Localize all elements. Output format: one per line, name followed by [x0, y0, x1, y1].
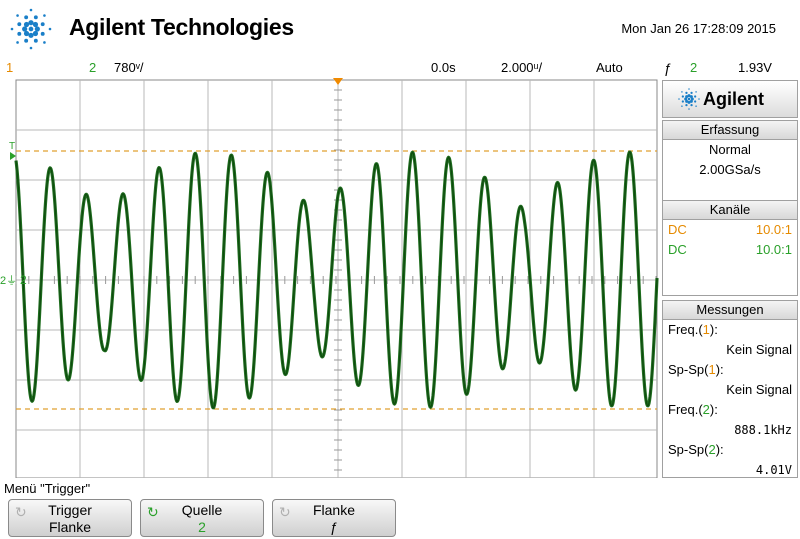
ground-icon: 2⏚ — [0, 274, 17, 287]
time-scale: 2.000ᵘ/ — [501, 60, 543, 75]
measurement-label: Sp-Sp(2): — [668, 442, 724, 457]
trigger-level-lines — [16, 150, 657, 410]
entry-knob-icon: ↻ — [147, 504, 159, 520]
trigger-position-marker — [333, 78, 343, 85]
softkey-label: Quelle — [181, 502, 223, 518]
softkey-value: ƒ — [330, 519, 338, 535]
measurement-label: Freq.(1): — [668, 322, 718, 337]
sample-rate: 2.00GSa/s — [699, 162, 761, 177]
measurement-value: 4.01V — [755, 463, 792, 477]
entry-knob-icon: ↻ — [15, 504, 27, 520]
trigger-mode: Auto — [596, 60, 623, 75]
datetime: Mon Jan 26 17:28:09 2015 — [621, 21, 776, 36]
channel-probe: 10.0:1 — [755, 242, 792, 257]
channels-title: Kanäle — [663, 201, 797, 220]
softkey-label: Flanke — [312, 502, 356, 518]
channel-probe: 10.0:1 — [755, 222, 792, 237]
softkey-2[interactable]: ↻ Quelle 2 — [140, 499, 264, 537]
channel-2-scale: 780ᵛ/ — [114, 60, 144, 75]
measurements-title: Messungen — [663, 301, 797, 320]
measurement-value: 888.1kHz — [734, 423, 792, 437]
softkey-value: 2 — [198, 519, 206, 535]
channels-box[interactable]: Kanäle DC 10.0:1 DC 10.0:1 — [662, 200, 798, 296]
channel-coupling: DC — [668, 242, 687, 257]
channel-2-label[interactable]: 2 — [89, 60, 97, 75]
softkey-1[interactable]: ↻ Trigger Flanke — [8, 499, 132, 537]
panel-brand-label: Agilent — [703, 89, 764, 109]
trigger-marker-label: T — [9, 141, 15, 152]
header: Agilent Technologies Mon Jan 26 17:28:09… — [0, 0, 800, 58]
menu-title: Menü "Trigger" — [4, 481, 91, 496]
acquisition-mode: Normal — [709, 142, 751, 157]
softkey-3[interactable]: ↻ Flanke ƒ — [272, 499, 396, 537]
channel-2-waveform-core — [15, 151, 658, 409]
agilent-spark-small-icon — [678, 88, 700, 110]
trigger-level: 1.93V — [738, 60, 772, 75]
channel-1-label[interactable]: 1 — [6, 60, 14, 75]
brand-title: Agilent Technologies — [69, 14, 294, 40]
entry-knob-icon: ↻ — [279, 504, 291, 520]
acquisition-title: Erfassung — [663, 121, 797, 140]
rising-edge-icon: ƒ — [664, 60, 672, 76]
channel-coupling: DC — [668, 222, 687, 237]
side-panel: Agilent Erfassung Normal 2.00GSa/s Kanäl… — [660, 80, 800, 478]
channel-row: DC 10.0:1 — [663, 220, 797, 240]
acquisition-box[interactable]: Erfassung Normal 2.00GSa/s — [662, 120, 798, 202]
measurements-box[interactable]: Messungen Freq.(1): Kein Signal Sp-Sp(1): K… — [662, 300, 798, 478]
waveform-graticule: T 2 2⏚ — [0, 78, 659, 478]
status-bar: 1 2 780ᵛ/ 0.0s 2.000ᵘ/ Auto ƒ 2 1.93V — [0, 58, 800, 78]
softkey-value: Flanke — [48, 519, 92, 535]
measurement-label: Sp-Sp(1): — [668, 362, 724, 377]
softkey-label: Trigger — [48, 502, 92, 518]
agilent-spark-icon — [10, 8, 52, 50]
trigger-level-arrow — [10, 152, 16, 160]
channel-row: DC 10.0:1 — [663, 240, 797, 260]
panel-brand: Agilent — [662, 80, 798, 118]
time-offset: 0.0s — [431, 60, 456, 75]
graticule-grid — [15, 79, 658, 478]
channel-2-ground-marker: 2 — [20, 273, 27, 287]
trigger-source: 2 — [690, 60, 698, 75]
measurement-label: Freq.(2): — [668, 402, 718, 417]
measurement-value: Kein Signal — [726, 382, 792, 397]
measurement-value: Kein Signal — [726, 342, 792, 357]
scope-display[interactable]: T 2 2⏚ — [0, 78, 660, 478]
